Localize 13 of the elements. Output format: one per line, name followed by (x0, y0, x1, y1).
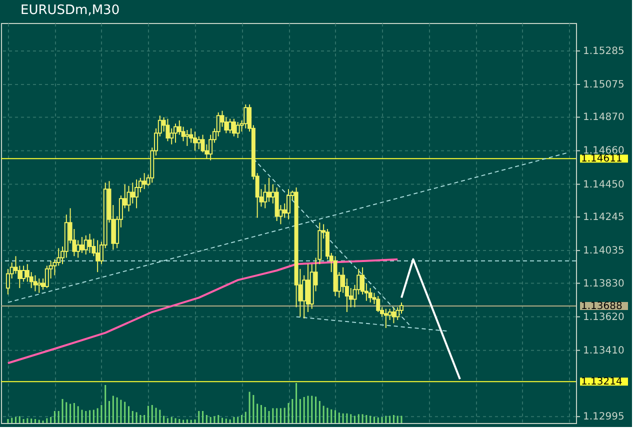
y-tick-label: 1.14035 (583, 246, 624, 257)
y-tick-label: 1.13830 (583, 278, 624, 290)
y-tick-label: 1.14450 (583, 179, 624, 190)
y-tick-label: 1.13620 (583, 312, 624, 323)
y-tick-label: 1.15075 (583, 79, 624, 90)
chart-title: EURUSDm,M30 (20, 3, 120, 18)
ref-line-label: 1.13688 (581, 300, 622, 312)
y-tick-label: 1.13410 (583, 345, 624, 356)
ref-line-label: 1.13214 (581, 376, 622, 388)
y-tick-label: 1.14870 (583, 112, 624, 124)
y-tick-label: 1.12995 (583, 412, 624, 423)
y-tick-label: 1.14245 (583, 212, 624, 224)
y-tick-label: 1.15285 (583, 46, 624, 57)
